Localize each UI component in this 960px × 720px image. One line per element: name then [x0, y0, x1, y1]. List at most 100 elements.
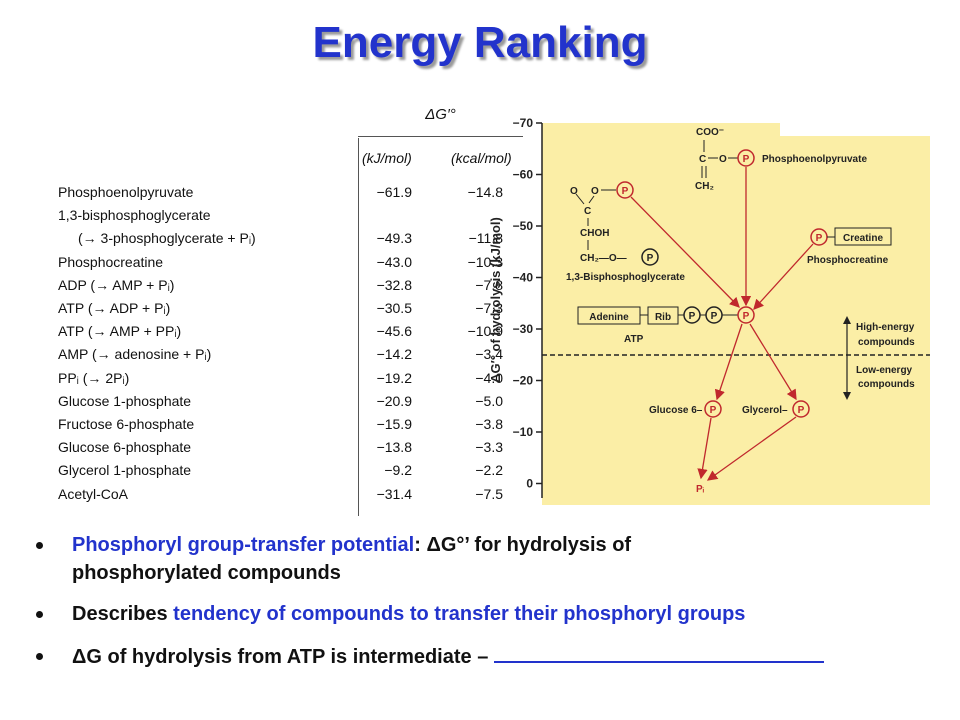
- kj-value: −20.9: [376, 392, 412, 409]
- phosphate-p: P: [622, 186, 629, 197]
- kj-value: −19.2: [376, 369, 412, 386]
- compound-name: Fructose 6-phosphate: [58, 416, 195, 432]
- arrow-glucose6-pi: [697, 417, 712, 480]
- kcal-value: −3.4: [475, 346, 503, 363]
- ribose-label: Rib: [655, 312, 671, 323]
- bullet-2: Describes tendency of compounds to trans…: [36, 601, 936, 629]
- high-energy-label: High-energy: [856, 322, 915, 333]
- compound-name: Acetyl-CoA: [58, 485, 129, 502]
- phosphocreatine-label: Phosphocreatine: [807, 255, 889, 266]
- phosphate-p: P: [743, 311, 750, 322]
- delta-g-header: ΔG′°: [425, 106, 456, 123]
- compound-name: AMP (→ adenosine + Pᵢ): [58, 346, 212, 363]
- bullet-3-text: ΔG of hydrolysis from ATP is intermediat…: [72, 646, 489, 668]
- y-tick-label: −60: [513, 168, 534, 182]
- diagram-background: [542, 123, 930, 505]
- arrow-bpg-atp: [630, 196, 740, 308]
- kj-value: −30.5: [376, 300, 412, 316]
- compound-name: Glucose 1-phosphate: [58, 392, 192, 409]
- phosphate-p: P: [647, 253, 654, 264]
- kj-value: −13.8: [376, 439, 412, 456]
- bullet-1-text: : ΔG°’ for hydrolysis of: [414, 534, 632, 556]
- atp-label: ATP: [624, 334, 644, 345]
- bullet-2-lead: Describes: [72, 603, 174, 625]
- phosphate-p: P: [710, 405, 717, 416]
- high-energy-label-2: compounds: [858, 337, 915, 348]
- phosphate-p: P: [816, 233, 823, 244]
- arrow-glycerol-pi: [706, 416, 797, 481]
- adenine-label: Adenine: [589, 312, 629, 323]
- kcal-value: −7.3: [475, 300, 503, 316]
- kcal-value: −2.2: [475, 462, 503, 479]
- compound-name: (→ 3-phosphoglycerate + Pᵢ): [78, 230, 256, 247]
- kcal-value: −4.0: [475, 369, 503, 386]
- bullet-3: ΔG of hydrolysis from ATP is intermediat…: [36, 643, 936, 673]
- y-tick-label: −50: [513, 219, 534, 233]
- pep-c: C: [699, 154, 706, 165]
- compound-name: ATP (→ AMP + PPᵢ): [58, 323, 182, 340]
- creatine-label: Creatine: [843, 233, 883, 244]
- y-tick-label: −10: [513, 425, 534, 439]
- header-rule: [358, 136, 523, 137]
- bullet-1-line2: phosphorylated compounds: [72, 562, 341, 584]
- bpg-choh: CHOH: [580, 228, 609, 239]
- kcal-value: −14.8: [467, 184, 503, 200]
- pep-coo: COO⁻: [696, 127, 724, 138]
- y-tick-label: −70: [513, 116, 534, 130]
- pep-o: O: [719, 154, 727, 165]
- kj-value: −15.9: [376, 416, 412, 432]
- arrow-creatine-atp: [753, 243, 814, 310]
- bullet-dot: [36, 611, 43, 618]
- low-energy-label: Low-energy: [856, 365, 913, 376]
- pep-ch2: CH₂: [695, 181, 714, 192]
- page-title: Energy Ranking: [312, 18, 648, 67]
- y-tick-label: −40: [513, 271, 534, 285]
- kj-value: −61.9: [376, 184, 412, 200]
- arrow-atp-glycerol: [749, 323, 797, 401]
- bullet-2-term: tendency of compounds to transfer their …: [173, 603, 746, 625]
- bond: [588, 195, 595, 204]
- glucose6-label: Glucose 6–: [649, 405, 703, 416]
- phosphate-circle: [641, 248, 659, 266]
- kj-value: −32.8: [376, 276, 412, 293]
- phosphate-circle: [737, 306, 755, 324]
- creatine-box: [834, 227, 892, 246]
- kcal-value: −3.3: [475, 439, 503, 456]
- y-tick-label: −30: [513, 322, 534, 336]
- kj-value: −9.2: [384, 462, 412, 479]
- table-divider: [358, 138, 359, 516]
- bpg-label: 1,3-Bisphosphoglycerate: [566, 272, 685, 283]
- kcal-value: −5.0: [475, 392, 503, 409]
- bpg-c: C: [584, 206, 591, 217]
- col-kj-header: (kJ/mol): [362, 150, 412, 166]
- compound-name: Glycerol 1-phosphate: [58, 462, 192, 479]
- answer-blank: [493, 643, 824, 663]
- up-arrowhead: [843, 316, 851, 324]
- kj-value: −43.0: [376, 253, 412, 270]
- kcal-value: −10.3: [467, 253, 503, 270]
- kj-value: −14.2: [376, 346, 412, 363]
- arrow-atp-glucose6: [714, 323, 743, 401]
- kj-value: −45.6: [376, 323, 412, 340]
- compound-name: 1,3-bisphosphoglycerate: [58, 207, 211, 224]
- phosphate-circle: [616, 181, 634, 199]
- bullet-dot: [36, 653, 43, 660]
- compound-name: Phosphoenolpyruvate: [58, 184, 194, 200]
- pep-label: Phosphoenolpyruvate: [762, 154, 867, 165]
- bpg-ch2o: CH₂—O—: [580, 253, 627, 264]
- y-axis-label: ΔG′° of hydrolysis (kJ/mol): [488, 217, 503, 383]
- pi-label: Pᵢ: [696, 484, 705, 495]
- bullet-1: Phosphoryl group-transfer potential: ΔG°…: [36, 532, 916, 588]
- y-tick-label: −20: [513, 374, 534, 388]
- compound-name: PPᵢ (→ 2Pᵢ): [58, 369, 130, 386]
- bpg-o2: O: [591, 186, 599, 197]
- kj-value: −49.3: [376, 230, 412, 247]
- compound-name: Phosphocreatine: [58, 253, 164, 270]
- kcal-value: −10.9: [467, 323, 503, 340]
- col-kcal-header: (kcal/mol): [451, 150, 512, 166]
- compound-name: Glucose 6-phosphate: [58, 439, 192, 456]
- kcal-value: −7.8: [475, 276, 503, 293]
- kj-value: −31.4: [376, 485, 412, 502]
- bpg-o1: O: [570, 186, 578, 197]
- glycerol-label: Glycerol–: [742, 405, 788, 416]
